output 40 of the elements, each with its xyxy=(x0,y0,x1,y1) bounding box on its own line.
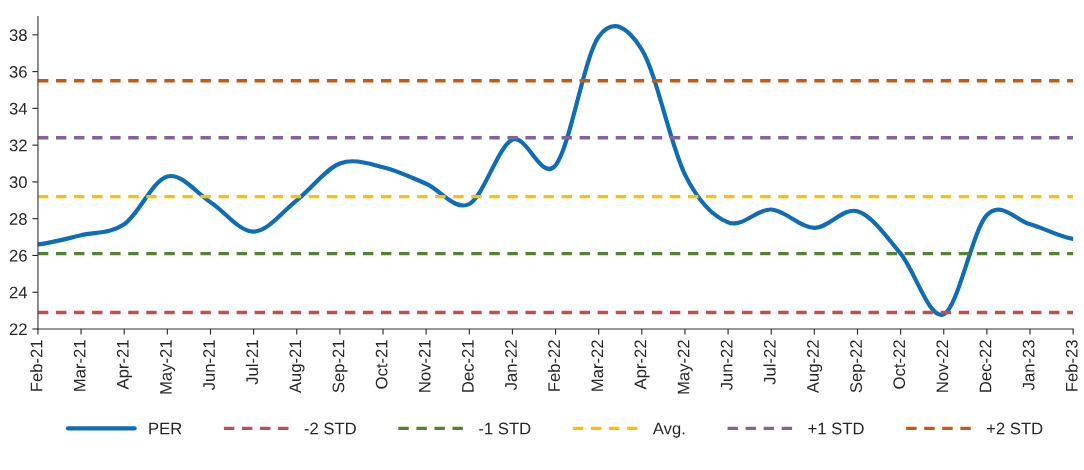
x-tick-label: Mar-21 xyxy=(73,340,86,391)
x-tick-label: Apr-22 xyxy=(634,340,650,390)
y-tick-label: 36 xyxy=(9,66,27,78)
y-tick-label: 38 xyxy=(9,29,27,42)
x-tick-label: Jun-22 xyxy=(720,340,733,391)
x-tick-label: Oct-21 xyxy=(375,340,388,389)
x-tick-label: Jun-21 xyxy=(203,340,215,391)
x-tick-label: Mar-22 xyxy=(591,340,604,391)
y-tick-label: 26 xyxy=(9,249,27,262)
x-tick-label: Feb-23 xyxy=(1065,340,1078,391)
x-tick-label: Jan-23 xyxy=(1022,340,1035,391)
x-tick-label: Sep-21 xyxy=(332,340,348,393)
y-tick-label: 22 xyxy=(9,323,27,336)
y-tick-label: 24 xyxy=(9,286,28,299)
x-tick-label: Aug-21 xyxy=(289,340,305,394)
legend-label: -1 STD xyxy=(479,422,531,435)
legend-label: -2 STD xyxy=(304,422,356,435)
x-tick-label: Nov-21 xyxy=(418,340,431,392)
x-tick-label: Jul-21 xyxy=(245,340,259,385)
x-tick-label: May-21 xyxy=(160,340,176,394)
x-tick-label: Oct-22 xyxy=(893,340,906,389)
y-tick-label: 34 xyxy=(9,102,28,115)
x-tick-label: Aug-22 xyxy=(807,340,823,394)
legend-label: +1 STD xyxy=(808,422,864,435)
y-tick-label: 30 xyxy=(9,176,27,189)
x-tick-label: Dec-21 xyxy=(461,340,474,392)
x-tick-label: Feb-22 xyxy=(547,340,561,391)
x-tick-label: Dec-22 xyxy=(979,340,992,392)
x-tick-label: May-22 xyxy=(677,340,693,394)
y-tick-label: 28 xyxy=(9,213,27,225)
x-tick-label: Jan-22 xyxy=(505,340,517,391)
legend-label: PER xyxy=(149,422,182,435)
x-tick-label: Sep-22 xyxy=(850,340,866,393)
y-tick-label: 32 xyxy=(9,139,27,152)
legend-label: Avg. xyxy=(652,422,685,438)
x-tick-label: Feb-21 xyxy=(30,340,43,391)
x-tick-label: Jul-22 xyxy=(763,340,776,385)
legend-label: +2 STD xyxy=(986,422,1043,435)
x-tick-label: Apr-21 xyxy=(116,340,132,390)
x-tick-label: Nov-22 xyxy=(936,340,949,392)
